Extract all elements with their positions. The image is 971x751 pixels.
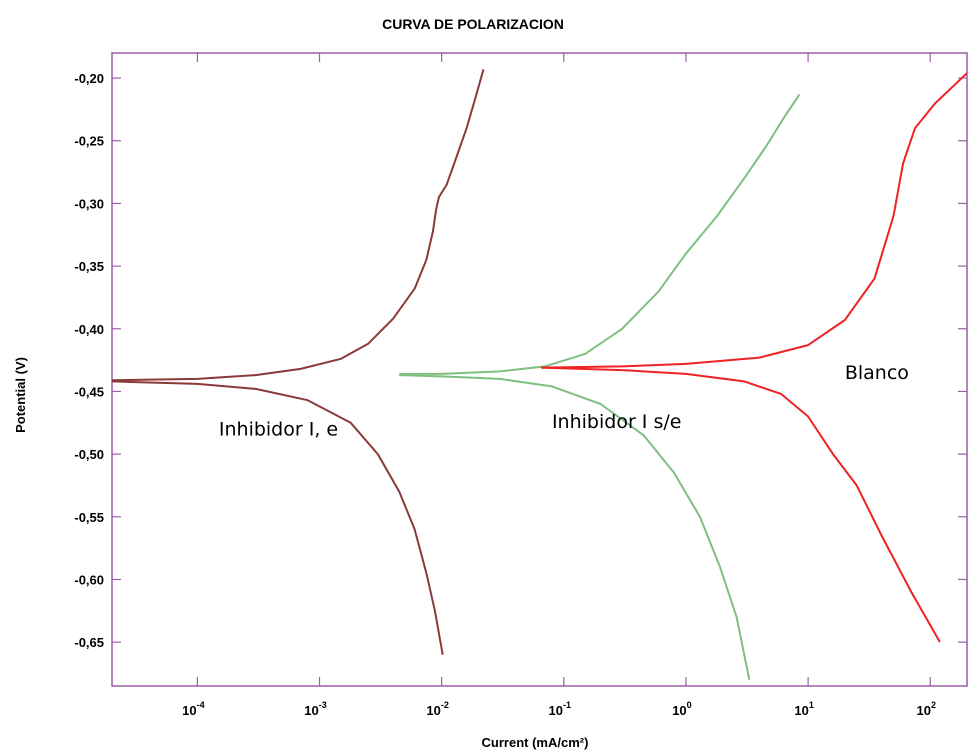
y-tick-label: -0,25 <box>74 134 104 149</box>
x-tick-label: 10-3 <box>304 700 326 718</box>
x-tick-label: 10-2 <box>426 700 448 718</box>
annotation-label: Inhibidor I, e <box>219 418 338 440</box>
y-tick-label: -0,35 <box>74 259 104 274</box>
series-2-cathodic-line <box>540 366 941 643</box>
annotation-label: Blanco <box>845 362 909 384</box>
y-tick-label: -0,55 <box>74 510 104 525</box>
plot-frame <box>111 52 968 687</box>
y-tick-label: -0,60 <box>74 572 104 587</box>
y-tick-label: -0,30 <box>74 196 104 211</box>
x-tick-label: 10-1 <box>549 700 571 718</box>
chart-title: CURVA DE POLARIZACION <box>382 16 564 32</box>
series-1-anodic-line <box>399 93 801 375</box>
x-tick-label: 102 <box>916 700 935 718</box>
x-tick-label: 100 <box>672 700 691 718</box>
plot-area: -0,20 -0,25 -0,30 -0,35 -0,40 -0,45 -0,50 -0,55… <box>74 52 968 718</box>
y-tick-label: -0,45 <box>74 384 104 399</box>
series-2-anodic-line <box>540 72 967 369</box>
series-0-cathodic-line <box>112 380 444 655</box>
x-axis-label: Current (mA/cm²) <box>482 735 589 750</box>
y-tick-label: -0,40 <box>74 322 104 337</box>
series-0-anodic-line <box>112 69 485 382</box>
x-tick-label: 101 <box>794 700 813 718</box>
y-tick-label: -0,50 <box>74 447 104 462</box>
y-tick-label: -0,20 <box>74 71 104 86</box>
y-tick-label: -0,65 <box>74 635 104 650</box>
x-tick-label: 10-4 <box>182 700 204 718</box>
annotation-label: Inhibidor I s/e <box>552 411 681 433</box>
y-axis-label: Potential (V) <box>13 357 28 433</box>
series-1-cathodic-line <box>399 374 751 680</box>
